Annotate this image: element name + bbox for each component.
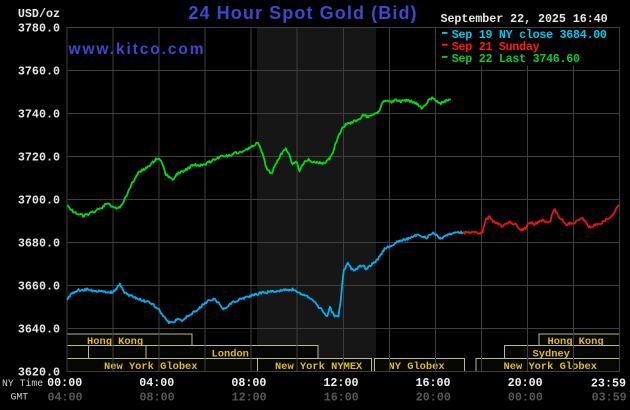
svg-text:12:00: 12:00 <box>323 376 358 390</box>
svg-text:Sep 19 NY close 3684.00: Sep 19 NY close 3684.00 <box>452 28 607 42</box>
svg-text:www.kitco.com: www.kitco.com <box>68 41 206 58</box>
svg-text:00:00: 00:00 <box>508 391 543 405</box>
svg-text:16:00: 16:00 <box>415 376 450 390</box>
svg-text:16:00: 16:00 <box>324 391 359 405</box>
svg-text:12:00: 12:00 <box>232 391 267 405</box>
svg-text:3740.0: 3740.0 <box>18 108 60 122</box>
svg-text:GMT: GMT <box>11 392 29 403</box>
svg-text:London: London <box>212 348 249 360</box>
svg-text:20:00: 20:00 <box>416 391 451 405</box>
svg-text:23:59: 23:59 <box>591 377 626 391</box>
svg-text:3700.0: 3700.0 <box>18 194 60 208</box>
svg-text:Sydney: Sydney <box>533 348 571 360</box>
svg-text:NY Globex: NY Globex <box>389 361 445 373</box>
svg-text:3780.0: 3780.0 <box>18 22 60 36</box>
svg-text:3640.0: 3640.0 <box>18 323 60 337</box>
svg-text:08:00: 08:00 <box>140 391 175 405</box>
svg-text:Sep 21 Sunday: Sep 21 Sunday <box>452 40 540 54</box>
svg-text:3720.0: 3720.0 <box>18 151 60 165</box>
svg-text:Sep 22 Last 3746.60: Sep 22 Last 3746.60 <box>452 52 580 66</box>
svg-text:NY Time: NY Time <box>2 378 43 389</box>
svg-text:20:00: 20:00 <box>508 376 543 390</box>
svg-text:3660.0: 3660.0 <box>18 280 60 294</box>
svg-text:USD/oz: USD/oz <box>18 7 60 21</box>
svg-text:03:59: 03:59 <box>592 391 627 405</box>
svg-text:3620.0: 3620.0 <box>18 366 60 380</box>
svg-text:Hong Kong: Hong Kong <box>87 336 143 348</box>
svg-text:00:00: 00:00 <box>47 376 82 390</box>
svg-text:3760.0: 3760.0 <box>18 65 60 79</box>
svg-text:08:00: 08:00 <box>231 376 266 390</box>
svg-text:September 22, 2025 16:40: September 22, 2025 16:40 <box>441 12 608 26</box>
svg-text:New York Globex: New York Globex <box>104 361 198 373</box>
svg-text:24 Hour Spot Gold (Bid): 24 Hour Spot Gold (Bid) <box>188 3 417 23</box>
svg-text:Hong Kong: Hong Kong <box>548 336 604 348</box>
svg-text:04:00: 04:00 <box>47 391 82 405</box>
svg-text:04:00: 04:00 <box>139 376 174 390</box>
svg-text:3680.0: 3680.0 <box>18 237 60 251</box>
